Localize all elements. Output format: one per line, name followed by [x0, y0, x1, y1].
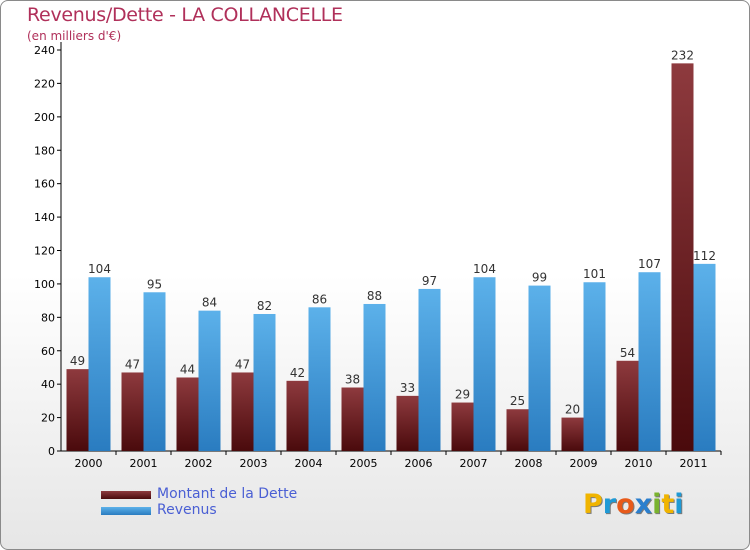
debt-value-label: 33: [400, 381, 415, 395]
revenue-value-label: 82: [257, 299, 272, 313]
debt-value-label: 29: [455, 388, 470, 402]
debt-bar: [231, 372, 254, 451]
revenue-bar: [583, 282, 606, 451]
revenue-bar: [308, 307, 331, 451]
debt-bar: [286, 380, 309, 451]
debt-bar: [341, 387, 364, 451]
debt-bar: [616, 360, 639, 451]
debt-value-label: 25: [510, 394, 525, 408]
x-tick-label: 2006: [405, 457, 433, 470]
revenue-value-label: 97: [422, 274, 437, 288]
debt-value-label: 38: [345, 373, 360, 387]
revenue-bar: [143, 292, 166, 451]
revenue-bar: [363, 303, 386, 451]
y-tick-label: 240: [34, 44, 55, 57]
chart-subtitle: (en milliers d'€): [27, 29, 122, 43]
legend-label-revenue: Revenus: [157, 502, 217, 518]
revenue-bar: [638, 272, 661, 451]
x-tick-label: 2008: [515, 457, 543, 470]
revenue-bar: [198, 310, 221, 451]
debt-bar: [451, 402, 474, 451]
legend-label-debt: Montant de la Dette: [157, 486, 298, 502]
revenue-bar: [693, 263, 716, 451]
logo-letter: o: [616, 489, 635, 520]
revenue-value-label: 104: [88, 262, 111, 276]
debt-value-label: 42: [290, 366, 305, 380]
revenue-value-label: 86: [312, 292, 327, 306]
x-tick-label: 2009: [570, 457, 598, 470]
legend-swatch-debt: [101, 491, 151, 499]
revenue-value-label: 88: [367, 289, 382, 303]
debt-bar: [671, 63, 694, 451]
y-tick-label: 0: [48, 445, 55, 458]
y-tick-label: 60: [41, 345, 55, 358]
revenue-bar: [253, 313, 276, 451]
x-tick-label: 2010: [625, 457, 653, 470]
revenue-value-label: 84: [202, 296, 217, 310]
x-tick-label: 2000: [75, 457, 103, 470]
x-tick-label: 2007: [460, 457, 488, 470]
y-tick-label: 120: [34, 245, 55, 258]
debt-value-label: 20: [565, 403, 580, 417]
revenue-value-label: 107: [638, 257, 661, 271]
revenue-value-label: 99: [532, 271, 547, 285]
logo-letter: i: [652, 489, 662, 520]
debt-bar: [396, 395, 419, 451]
y-tick-label: 20: [41, 412, 55, 425]
x-tick-label: 2004: [295, 457, 323, 470]
logo-letter: r: [602, 489, 617, 520]
chart-title: Revenus/Dette - LA COLLANCELLE: [27, 4, 343, 26]
logo-letter: P: [583, 489, 603, 520]
logo-letter: x: [634, 489, 653, 520]
revenue-value-label: 112: [693, 249, 716, 263]
logo-letter: t: [661, 489, 675, 520]
y-tick-label: 180: [34, 144, 55, 157]
debt-bar: [121, 372, 144, 451]
x-tick-label: 2011: [680, 457, 708, 470]
revenue-bar: [418, 288, 441, 451]
y-tick-label: 200: [34, 111, 55, 124]
y-tick-label: 220: [34, 77, 55, 90]
revenue-value-label: 95: [147, 277, 162, 291]
x-tick-label: 2001: [130, 457, 158, 470]
debt-value-label: 54: [620, 346, 635, 360]
debt-value-label: 44: [180, 362, 195, 376]
revenue-value-label: 104: [473, 262, 496, 276]
revenue-value-label: 101: [583, 267, 606, 281]
x-tick-label: 2002: [185, 457, 213, 470]
revenue-bar: [88, 277, 111, 451]
x-tick-label: 2005: [350, 457, 378, 470]
legend-swatch-revenue: [101, 507, 151, 515]
proxiti-logo: Proxiti: [583, 489, 684, 520]
debt-value-label: 47: [235, 357, 250, 371]
debt-value-label: 47: [125, 357, 140, 371]
revenue-bar: [473, 277, 496, 451]
x-tick-label: 2003: [240, 457, 268, 470]
y-tick-label: 100: [34, 278, 55, 291]
y-tick-label: 40: [41, 378, 55, 391]
debt-bar: [561, 417, 584, 451]
debt-value-label: 232: [671, 48, 694, 62]
y-tick-label: 160: [34, 178, 55, 191]
debt-bar: [506, 409, 529, 451]
logo-letter: i: [674, 489, 684, 520]
debt-bar: [66, 369, 89, 451]
y-tick-label: 80: [41, 311, 55, 324]
debt-value-label: 49: [70, 354, 85, 368]
debt-bar: [176, 377, 199, 451]
y-tick-label: 140: [34, 211, 55, 224]
revenue-bar: [528, 285, 551, 451]
